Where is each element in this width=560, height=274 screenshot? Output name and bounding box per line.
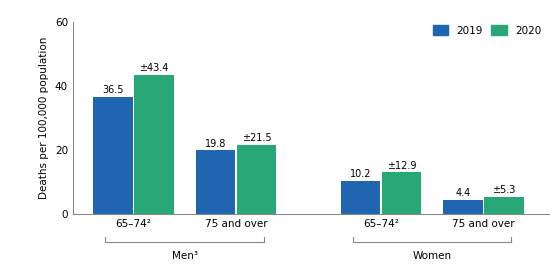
Bar — [94, 97, 133, 214]
Text: Men³: Men³ — [172, 251, 198, 261]
Text: ±21.5: ±21.5 — [242, 133, 272, 143]
Text: ±5.3: ±5.3 — [492, 185, 516, 195]
Bar — [340, 181, 380, 214]
Text: ±43.4: ±43.4 — [139, 63, 169, 73]
Bar — [196, 150, 235, 214]
Bar — [237, 145, 276, 214]
Text: 19.8: 19.8 — [205, 139, 226, 149]
Legend: 2019, 2020: 2019, 2020 — [431, 23, 544, 38]
Bar — [444, 200, 483, 214]
Y-axis label: Deaths per 100,000 population: Deaths per 100,000 population — [39, 37, 49, 199]
Text: 4.4: 4.4 — [455, 188, 470, 198]
Text: Women: Women — [413, 251, 452, 261]
Bar — [382, 173, 421, 214]
Text: 36.5: 36.5 — [102, 85, 124, 95]
Bar — [484, 197, 524, 214]
Bar — [134, 75, 174, 214]
Text: ±12.9: ±12.9 — [386, 161, 416, 170]
Text: 10.2: 10.2 — [349, 169, 371, 179]
